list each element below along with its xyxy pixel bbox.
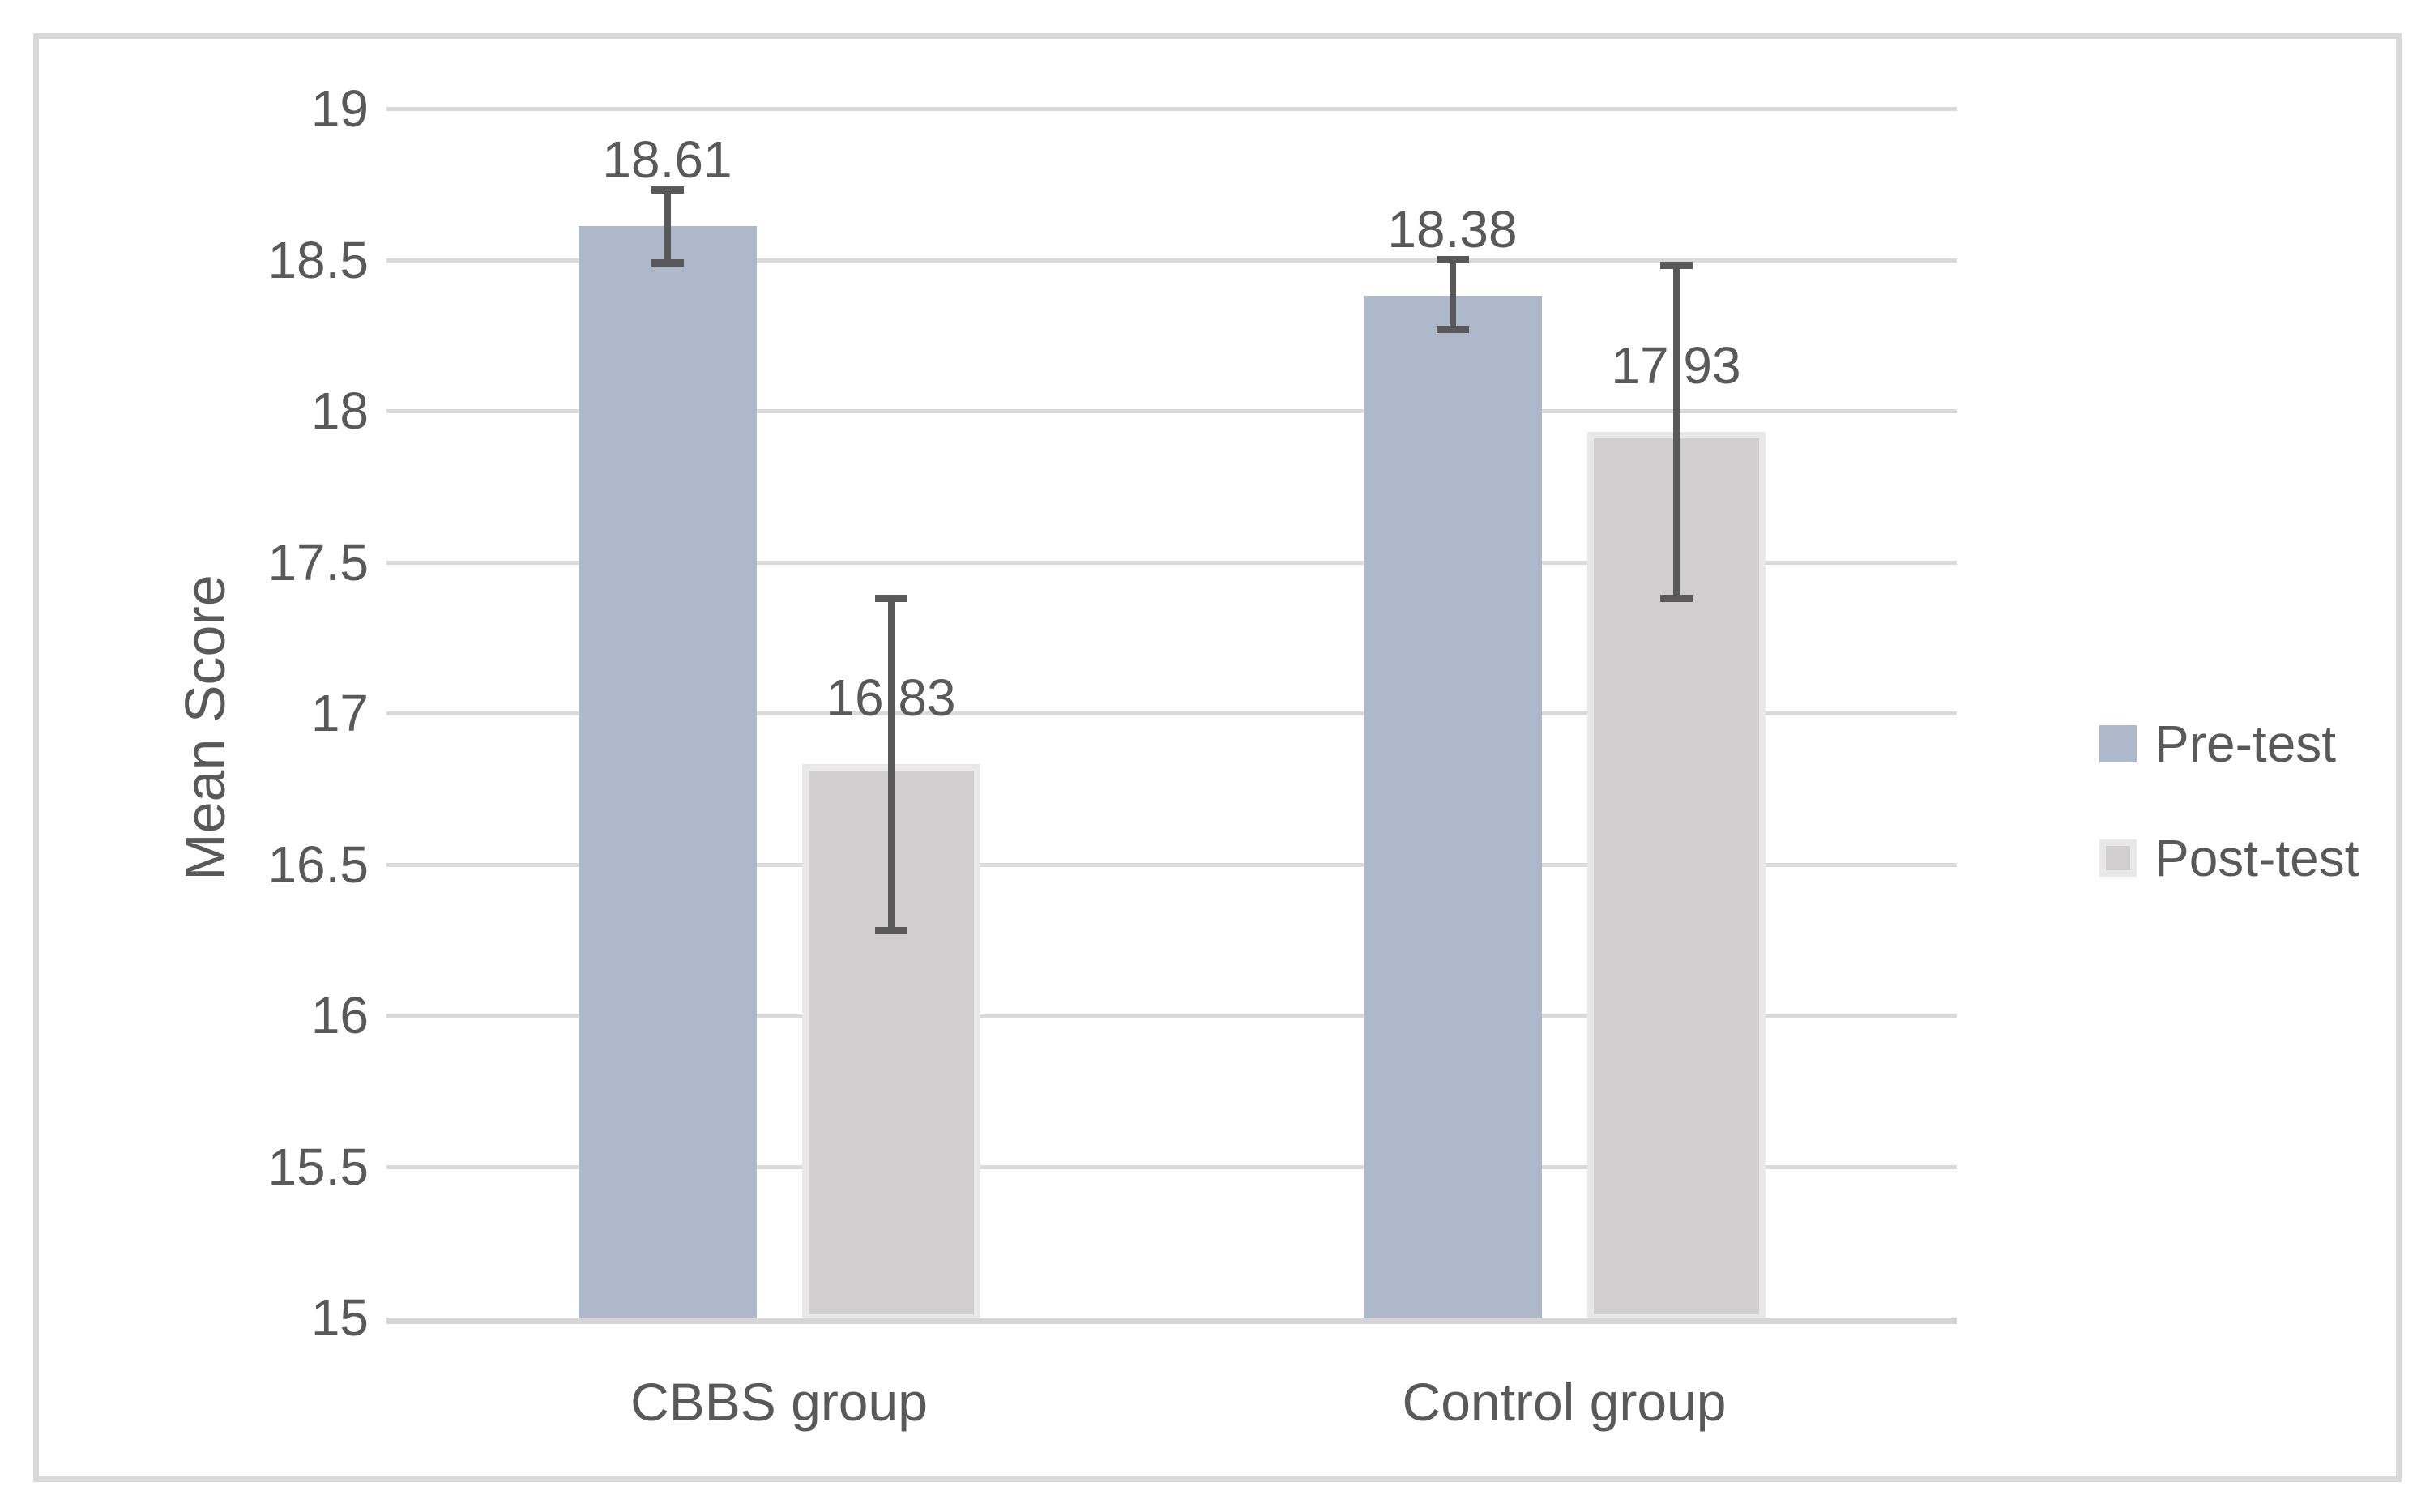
data-label-18.61: 18.61	[602, 130, 732, 190]
error-bar-line	[664, 190, 671, 263]
error-bar-cap-top	[651, 186, 684, 194]
error-bar-cap-bottom	[1436, 325, 1469, 333]
legend: Pre-test Post-test	[2099, 718, 2434, 961]
error-bar-cap-top	[1659, 262, 1693, 270]
error-bar-cap-bottom	[1659, 594, 1693, 602]
error-bar-cap-bottom	[874, 927, 907, 935]
legend-swatch-pre-test	[2099, 725, 2137, 762]
y-tick-label-19: 19	[310, 79, 369, 138]
y-tick-label-16: 16	[310, 986, 369, 1044]
legend-swatch-post-test	[2099, 839, 2137, 877]
error-bar-line	[1449, 259, 1456, 330]
x-axis-line	[386, 1318, 1957, 1324]
error-bar-line	[1672, 265, 1680, 599]
gridline-19	[386, 107, 1957, 111]
legend-item-post-test: Post-test	[2099, 832, 2359, 884]
y-tick-label-17.5: 17.5	[267, 532, 369, 592]
bar-pre-test-control	[1363, 296, 1542, 1321]
gridline-17.5	[386, 560, 1957, 565]
error-bar-cap-top	[874, 594, 907, 602]
y-tick-label-17: 17	[310, 684, 369, 742]
error-bar-cap-bottom	[651, 258, 684, 267]
y-tick-label-15.5: 15.5	[267, 1137, 369, 1196]
data-label-18.38: 18.38	[1387, 200, 1518, 259]
gridline-15.5	[386, 1164, 1957, 1169]
error-bar-line	[887, 598, 895, 931]
y-tick-label-18.5: 18.5	[267, 230, 369, 289]
x-axis-label-cbbs-group: CBBS group	[630, 1372, 928, 1432]
gridline-18.5	[386, 258, 1957, 263]
y-tick-label-18: 18	[310, 382, 369, 440]
bar-pre-test-cbbs	[578, 226, 757, 1321]
gridline-16.5	[386, 862, 1957, 867]
gridline-17	[386, 711, 1957, 715]
legend-item-pre-test: Pre-test	[2099, 718, 2336, 770]
chart-frame: Mean Score 15 15.5 16 16.5 17 17.5 18 18.5 19 18…	[33, 33, 2402, 1482]
legend-label-post-test: Post-test	[2154, 829, 2359, 887]
y-tick-label-16.5: 16.5	[267, 835, 369, 894]
gridline-16	[386, 1014, 1957, 1018]
gridline-18	[386, 409, 1957, 413]
y-tick-label-15: 15	[310, 1288, 369, 1347]
legend-label-pre-test: Pre-test	[2154, 715, 2337, 773]
error-bar-cap-top	[1436, 256, 1469, 263]
x-axis-label-control-group: Control group	[1402, 1372, 1727, 1432]
